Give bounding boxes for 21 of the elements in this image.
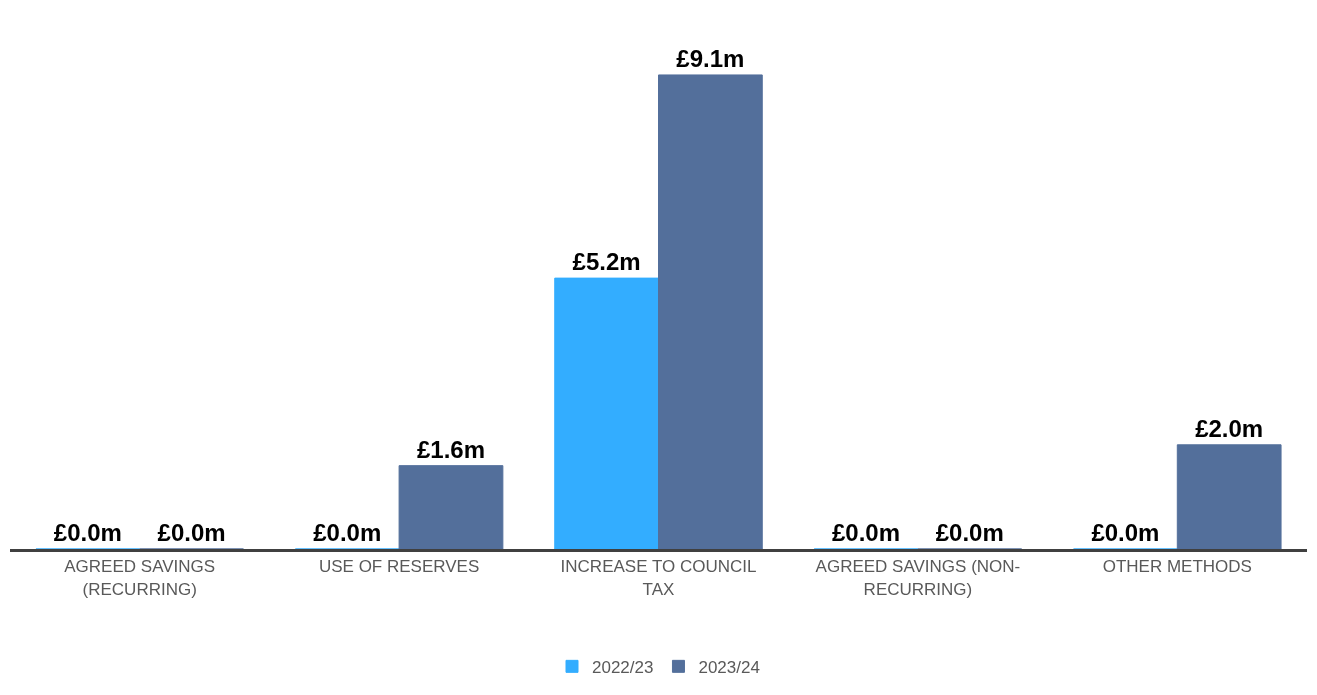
data-label: £1.6m — [416, 435, 486, 463]
x-tick-label: INCREASE TO COUNCIL TAX — [560, 557, 757, 599]
legend-label: 2023/24 — [698, 657, 760, 677]
x-tick-label: AGREED SAVINGS (NON-RECURRING) — [815, 557, 1021, 599]
data-label: £2.0m — [1195, 414, 1264, 442]
data-label: £5.2m — [572, 248, 641, 276]
bar — [1176, 444, 1282, 549]
data-label: £0.0m — [313, 519, 382, 546]
data-label: £0.0m — [831, 519, 901, 546]
data-label: £0.0m — [1091, 519, 1160, 546]
data-label: £0.0m — [935, 519, 1004, 546]
data-label: £0.0m — [53, 519, 122, 546]
x-tick-label: OTHER METHODS — [1102, 557, 1252, 577]
bar — [554, 277, 659, 549]
x-tick-label: USE OF RESERVES — [318, 557, 480, 577]
data-label: £9.1m — [676, 44, 745, 72]
bar — [398, 465, 504, 549]
x-tick-label: AGREED SAVINGS (RECURRING) — [64, 557, 216, 599]
bar — [658, 74, 763, 549]
legend-label: 2022/23 — [592, 657, 654, 677]
data-label: £0.0m — [157, 519, 226, 546]
